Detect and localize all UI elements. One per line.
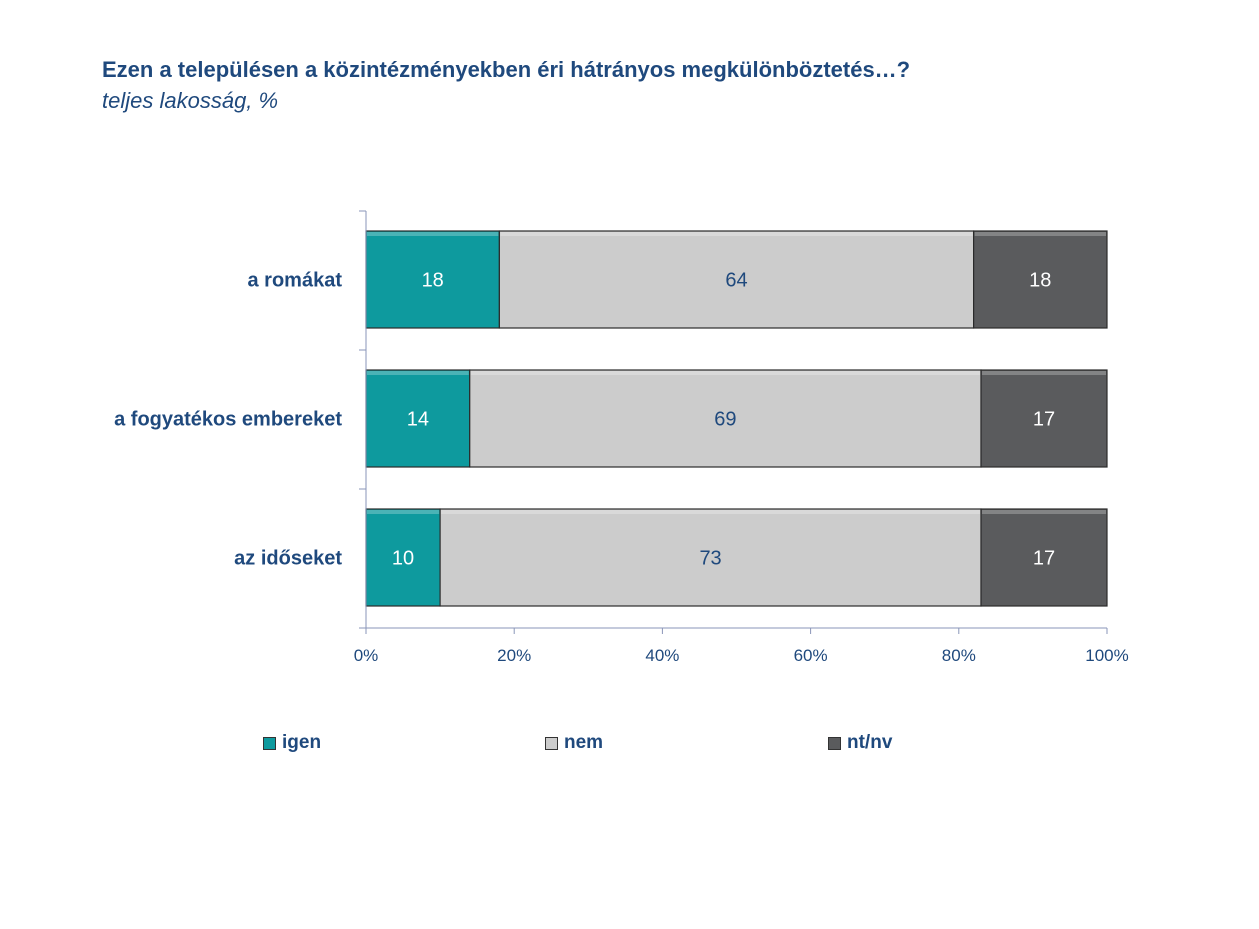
chart-title: Ezen a településen a közintézményekben é… [102,57,911,82]
data-label-nem-2: 69 [714,409,736,431]
data-label-nem-3: 73 [699,548,721,570]
legend-item-ntnv: nt/nv [828,732,892,754]
bar-igen-2 [365,369,471,468]
legend-label-ntnv: nt/nv [847,732,893,753]
data-label-igen-3: 10 [392,548,414,570]
x-tick-label-6: 100% [1085,646,1128,665]
data-label-ntnv-1: 18 [1029,270,1051,292]
legend-label-igen: igen [282,732,322,753]
bar-highlight-nem-3 [441,510,981,514]
bar-highlight-nem-1 [500,232,973,236]
bar-highlight-ntnv-1 [974,232,1106,236]
category-label-3: az időseket [234,548,342,570]
bar-igen-1 [365,230,500,329]
data-label-igen-1: 18 [422,270,444,292]
bar-highlight-ntnv-2 [982,371,1106,375]
bar-highlight-ntnv-3 [982,510,1106,514]
legend-swatch-igen [263,736,276,750]
x-tick-label-2: 20% [497,646,531,665]
bar-nem-3 [439,508,982,607]
bar-highlight-igen-1 [367,232,499,236]
chart-subtitle: teljes lakosság, % [102,88,279,113]
x-tick-label-5: 80% [942,646,976,665]
legend-swatch-nem [545,736,558,750]
x-tick-label-4: 60% [794,646,828,665]
bar-igen-3 [365,508,441,607]
data-label-igen-2: 14 [407,409,429,431]
legend-item-igen: igen [263,732,321,754]
legend-label-nem: nem [564,732,604,753]
bar-ntnv-2 [980,369,1108,468]
category-label-2: a fogyatékos embereket [114,409,342,431]
bar-nem-2 [469,369,982,468]
x-tick-label-1: 0% [354,646,379,665]
bar-highlight-igen-3 [367,510,440,514]
legend-swatch-ntnv [828,736,841,750]
data-label-nem-1: 64 [725,270,747,292]
bar-highlight-nem-2 [470,371,981,375]
data-label-ntnv-2: 17 [1033,409,1055,431]
bar-ntnv-3 [980,508,1108,607]
category-label-1: a romákat [248,270,343,292]
x-tick-label-3: 40% [645,646,679,665]
data-label-ntnv-3: 17 [1033,548,1055,570]
bar-highlight-igen-2 [367,371,469,375]
legend-item-nem: nem [545,732,603,754]
bar-ntnv-1 [973,230,1108,329]
